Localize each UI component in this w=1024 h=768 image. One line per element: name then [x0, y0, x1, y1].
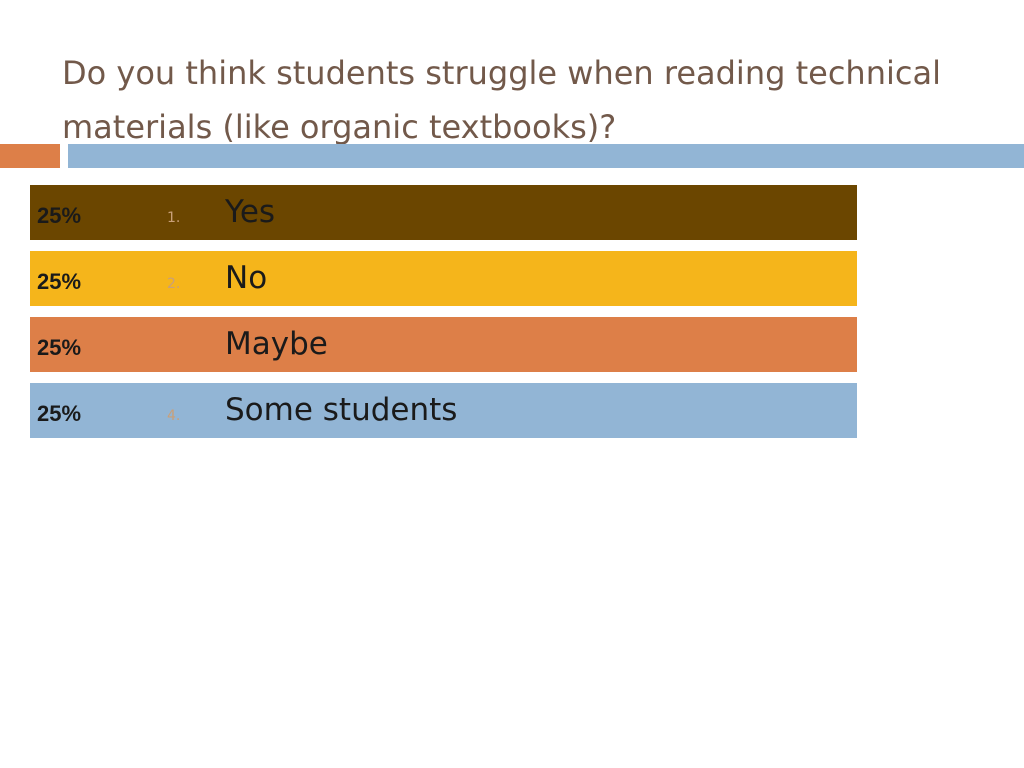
bar-4	[30, 383, 857, 438]
answer-label-3: Maybe	[225, 326, 328, 362]
answer-label-2: No	[225, 260, 267, 296]
value-label-4: 25%	[37, 401, 81, 426]
value-label-3: 25%	[37, 335, 81, 360]
bar-1	[30, 185, 857, 240]
answer-label-4: Some students	[225, 392, 457, 428]
value-label-1: 25%	[37, 203, 81, 228]
answer-number-2: 2.	[167, 276, 180, 292]
title-rule-orange	[0, 144, 60, 168]
answer-number-1: 1.	[167, 210, 180, 226]
value-label-2: 25%	[37, 269, 81, 294]
bar-2	[30, 251, 857, 306]
answer-number-4: 4.	[167, 408, 180, 424]
answer-label-1: Yes	[224, 194, 275, 230]
bar-3	[30, 317, 857, 372]
title-rule-blue	[68, 144, 1024, 168]
slide-title: Do you think students struggle when read…	[62, 54, 941, 146]
